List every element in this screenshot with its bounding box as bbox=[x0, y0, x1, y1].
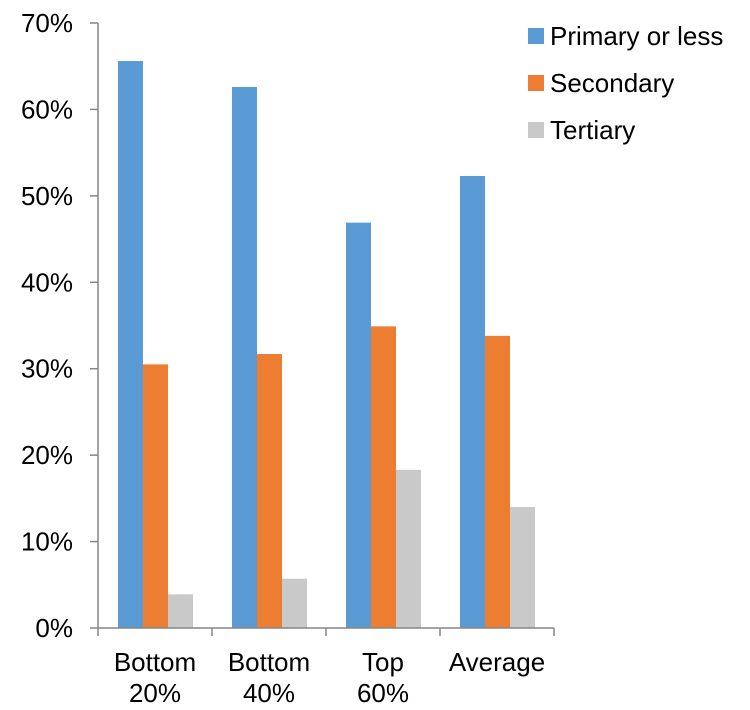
bar-group bbox=[232, 86, 307, 628]
x-tick-label-line: Bottom bbox=[114, 647, 196, 677]
plot-area bbox=[118, 61, 535, 629]
y-tick-label: 10% bbox=[21, 527, 73, 557]
legend-swatch bbox=[528, 122, 544, 138]
y-tick-label: 60% bbox=[21, 94, 73, 124]
legend-item: Primary or less bbox=[528, 21, 723, 51]
legend-item: Secondary bbox=[528, 68, 674, 98]
legend-label: Primary or less bbox=[550, 21, 723, 51]
x-tick-label: Average bbox=[449, 647, 545, 677]
y-axis: 0% 10% 20% 30% 40% 50% 60% 70% bbox=[21, 8, 99, 643]
bar bbox=[371, 326, 396, 628]
x-tick-label: Bottom 20% bbox=[114, 647, 196, 708]
bar bbox=[257, 354, 282, 628]
x-tick-label-line: Bottom bbox=[228, 647, 310, 677]
y-tick-label: 0% bbox=[35, 613, 73, 643]
legend: Primary or less Secondary Tertiary bbox=[528, 21, 723, 145]
legend-label: Tertiary bbox=[550, 115, 635, 145]
bar-group bbox=[118, 61, 193, 629]
legend-item: Tertiary bbox=[528, 115, 635, 145]
legend-swatch bbox=[528, 75, 544, 91]
x-tick-label-line: 20% bbox=[129, 678, 181, 708]
y-tick-label: 40% bbox=[21, 267, 73, 297]
bar bbox=[396, 469, 421, 628]
x-axis: Bottom 20%Bottom 40%Top 60%Average bbox=[97, 627, 555, 708]
bar bbox=[282, 578, 307, 628]
bar bbox=[510, 507, 535, 628]
x-tick-label: Bottom 40% bbox=[228, 647, 310, 708]
bar bbox=[346, 222, 371, 628]
y-tick-label: 50% bbox=[21, 181, 73, 211]
x-tick-label: Top 60% bbox=[357, 647, 409, 708]
x-tick-label-line: 40% bbox=[243, 678, 295, 708]
bar bbox=[485, 335, 510, 628]
x-tick-label-line: Top bbox=[362, 647, 404, 677]
bar bbox=[143, 364, 168, 628]
bar bbox=[118, 61, 143, 629]
y-tick-label: 70% bbox=[21, 8, 73, 38]
y-tick-label: 20% bbox=[21, 440, 73, 470]
legend-label: Secondary bbox=[550, 68, 674, 98]
bar bbox=[232, 86, 257, 628]
bar-group bbox=[346, 222, 421, 628]
bar bbox=[460, 175, 485, 628]
x-tick-label-line: 60% bbox=[357, 678, 409, 708]
bar bbox=[168, 594, 193, 628]
y-tick-label: 30% bbox=[21, 354, 73, 384]
x-tick-label-line: Average bbox=[449, 647, 545, 677]
bar-group bbox=[460, 175, 535, 628]
legend-swatch bbox=[528, 28, 544, 44]
